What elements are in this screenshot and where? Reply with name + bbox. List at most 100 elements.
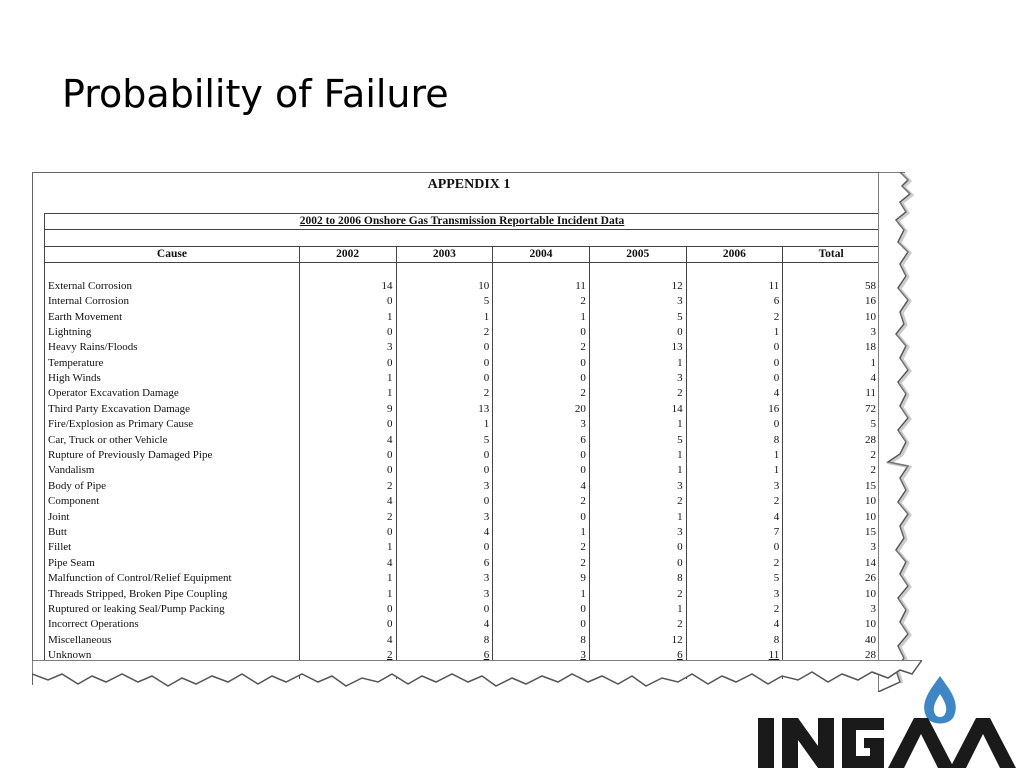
value-cell: 1 bbox=[686, 447, 784, 464]
value-cell: 1 bbox=[686, 324, 784, 341]
value-cell: 3 bbox=[589, 524, 687, 541]
value-cell: 2 bbox=[492, 340, 590, 356]
total-cell: 28 bbox=[782, 432, 880, 448]
table-row: Joint 2 3 0 1 4 10 bbox=[44, 509, 880, 525]
value-cell: 2 bbox=[492, 494, 590, 510]
table-row: Body of Pipe 2 3 4 3 3 15 bbox=[44, 478, 880, 495]
total-cell: 10 bbox=[782, 586, 880, 602]
value-cell: 12 bbox=[589, 278, 687, 294]
value-cell: 2 bbox=[589, 586, 687, 602]
value-cell: 7 bbox=[686, 524, 784, 541]
column-header-2004: 2004 bbox=[492, 245, 590, 264]
cause-cell: Lightning bbox=[44, 324, 300, 341]
value-cell: 20 bbox=[492, 401, 590, 418]
value-cell: 0 bbox=[686, 355, 784, 371]
table-row: Heavy Rains/Floods 3 0 2 13 0 18 bbox=[44, 340, 880, 356]
cause-cell: Joint bbox=[44, 509, 300, 525]
value-cell: 0 bbox=[299, 324, 397, 341]
table-row: Internal Corrosion 0 5 2 3 6 16 bbox=[44, 293, 880, 310]
value-cell: 11 bbox=[492, 278, 590, 294]
total-cell: 10 bbox=[782, 509, 880, 525]
column-header-cause: Cause bbox=[44, 245, 300, 264]
header-row: Cause 2002 2003 2004 2005 2006 Total bbox=[44, 245, 880, 264]
value-cell: 0 bbox=[299, 463, 397, 479]
cause-cell: Incorrect Operations bbox=[44, 617, 300, 633]
value-cell: 4 bbox=[396, 617, 494, 633]
value-cell: 3 bbox=[396, 509, 494, 525]
value-cell: 13 bbox=[589, 340, 687, 356]
table-row: Ruptured or leaking Seal/Pump Packing 0 0 0… bbox=[44, 601, 880, 618]
spacer-row bbox=[44, 229, 880, 247]
value-cell: 6 bbox=[686, 293, 784, 310]
value-cell: 0 bbox=[396, 601, 494, 618]
column-header-2005: 2005 bbox=[588, 245, 687, 264]
value-cell: 0 bbox=[299, 447, 397, 464]
value-cell: 2 bbox=[589, 617, 687, 633]
value-cell: 4 bbox=[299, 632, 397, 648]
value-cell: 1 bbox=[492, 524, 590, 541]
value-cell: 0 bbox=[396, 447, 494, 464]
cause-cell: Body of Pipe bbox=[44, 478, 300, 495]
value-cell: 4 bbox=[686, 386, 784, 402]
value-cell: 4 bbox=[396, 524, 494, 541]
value-cell: 3 bbox=[492, 417, 590, 433]
value-cell: 3 bbox=[299, 340, 397, 356]
value-cell: 9 bbox=[492, 570, 590, 587]
table-row: High Winds 1 0 0 3 0 4 bbox=[44, 370, 880, 387]
cause-cell: Vandalism bbox=[44, 463, 300, 479]
table-row: Threads Stripped, Broken Pipe Coupling 1 3… bbox=[44, 586, 880, 602]
column-header-2003: 2003 bbox=[395, 245, 494, 264]
value-cell: 12 bbox=[589, 632, 687, 648]
table-row: Fillet 1 0 2 0 0 3 bbox=[44, 540, 880, 556]
value-cell: 0 bbox=[299, 601, 397, 618]
total-cell: 11 bbox=[782, 386, 880, 402]
table-row: Earth Movement 1 1 1 5 2 10 bbox=[44, 309, 880, 325]
value-cell: 8 bbox=[396, 632, 494, 648]
appendix-title: APPENDIX 1 bbox=[427, 177, 511, 192]
value-cell: 0 bbox=[589, 555, 687, 571]
table-row: Pipe Seam 4 6 2 0 2 14 bbox=[44, 555, 880, 571]
value-cell: 10 bbox=[396, 278, 494, 294]
value-cell: 14 bbox=[589, 401, 687, 418]
value-cell: 2 bbox=[686, 309, 784, 325]
value-cell: 13 bbox=[396, 401, 494, 418]
value-cell: 0 bbox=[492, 370, 590, 387]
total-cell: 5 bbox=[782, 417, 880, 433]
cause-cell: Fillet bbox=[44, 540, 300, 556]
value-cell: 1 bbox=[492, 586, 590, 602]
value-cell: 4 bbox=[299, 432, 397, 448]
table-caption: 2002 to 2006 Onshore Gas Transmission Re… bbox=[44, 212, 880, 231]
value-cell: 5 bbox=[686, 570, 784, 587]
value-cell: 4 bbox=[492, 478, 590, 495]
value-cell: 1 bbox=[589, 355, 687, 371]
logo-flame-icon bbox=[924, 676, 956, 724]
value-cell: 0 bbox=[589, 324, 687, 341]
value-cell: 0 bbox=[492, 463, 590, 479]
total-cell: 3 bbox=[782, 540, 880, 556]
cause-cell: Pipe Seam bbox=[44, 555, 300, 571]
value-cell: 0 bbox=[299, 293, 397, 310]
table-row: Third Party Excavation Damage 9 13 20 14 16 72 bbox=[44, 401, 880, 418]
table-row: External Corrosion 14 10 11 12 11 58 bbox=[44, 278, 880, 294]
incident-data-table: 2002 to 2006 Onshore Gas Transmission Re… bbox=[44, 212, 880, 679]
value-cell: 1 bbox=[492, 309, 590, 325]
table-row: Incorrect Operations 0 4 0 2 4 10 bbox=[44, 617, 880, 633]
cause-cell: Fire/Explosion as Primary Cause bbox=[44, 417, 300, 433]
value-cell: 1 bbox=[299, 570, 397, 587]
value-cell: 2 bbox=[686, 555, 784, 571]
value-cell: 5 bbox=[589, 432, 687, 448]
value-cell: 5 bbox=[589, 309, 687, 325]
value-cell: 14 bbox=[299, 278, 397, 294]
value-cell: 0 bbox=[299, 417, 397, 433]
cause-cell: External Corrosion bbox=[44, 278, 300, 294]
column-header-total: Total bbox=[782, 245, 880, 264]
total-cell: 2 bbox=[782, 447, 880, 464]
table-row: Fire/Explosion as Primary Cause 0 1 3 1 0 5 bbox=[44, 417, 880, 433]
value-cell: 0 bbox=[686, 370, 784, 387]
value-cell: 5 bbox=[396, 432, 494, 448]
value-cell: 0 bbox=[396, 494, 494, 510]
value-cell: 1 bbox=[686, 463, 784, 479]
cause-cell: Temperature bbox=[44, 355, 300, 371]
total-cell: 26 bbox=[782, 570, 880, 587]
cause-cell: Car, Truck or other Vehicle bbox=[44, 432, 300, 448]
